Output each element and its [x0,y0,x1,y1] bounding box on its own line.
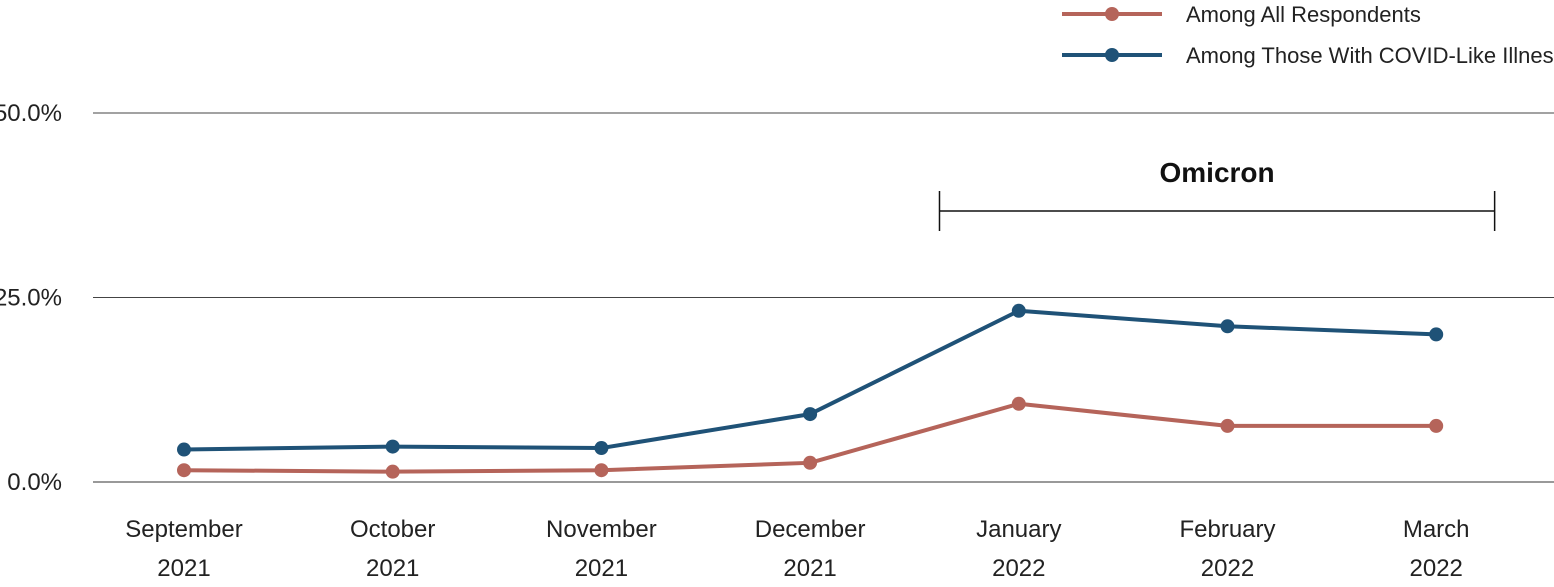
x-tick-label-month: March [1403,516,1470,543]
data-point [803,455,818,470]
data-point [1220,319,1235,334]
y-axis-tick-labels: 0.0% 25.0% 50.0% [0,100,62,496]
legend-label: Among Those With COVID-Like Illness [1186,43,1554,68]
legend-swatch-marker [1105,7,1119,21]
y-tick-label: 25.0% [0,285,62,312]
gridlines [93,112,1554,483]
legend-swatch-marker [1105,48,1119,62]
omicron-annotation: Omicron [938,157,1496,231]
legend-label: Among All Respondents [1186,2,1421,27]
data-point [177,463,191,478]
x-tick-label-month: November [546,516,657,543]
x-tick-label-month: January [976,516,1061,543]
data-point [1011,303,1026,318]
x-tick-label-year: 2021 [783,555,836,582]
annotation-label: Omicron [1159,157,1274,188]
series-line-1 [182,308,1439,452]
data-point [1429,327,1444,342]
data-point [594,441,609,456]
x-axis-tick-labels: September 2021 October 2021 November 2021 Dece… [125,516,1469,582]
data-point [1011,396,1026,411]
data-point [594,463,609,478]
x-tick-label-month: December [755,516,866,543]
legend: Among All Respondents Among Those With CO… [1062,2,1554,68]
x-tick-label-year: 2022 [992,555,1045,582]
data-point [1220,418,1235,433]
x-tick-label-year: 2022 [1410,555,1463,582]
data-point [177,442,191,457]
data-point [385,464,400,479]
x-tick-label-year: 2021 [366,555,419,582]
y-tick-label: 0.0% [7,469,62,496]
y-tick-label: 50.0% [0,100,62,127]
x-tick-label-year: 2021 [157,555,210,582]
x-tick-label-month: October [350,516,435,543]
data-point [803,407,818,422]
x-tick-label-month: February [1179,516,1275,543]
x-tick-label-year: 2021 [575,555,628,582]
x-tick-label-month: September [125,516,242,543]
data-point [1429,418,1444,433]
series-lines [177,303,1444,479]
data-point [385,439,400,454]
x-tick-label-year: 2022 [1201,555,1254,582]
